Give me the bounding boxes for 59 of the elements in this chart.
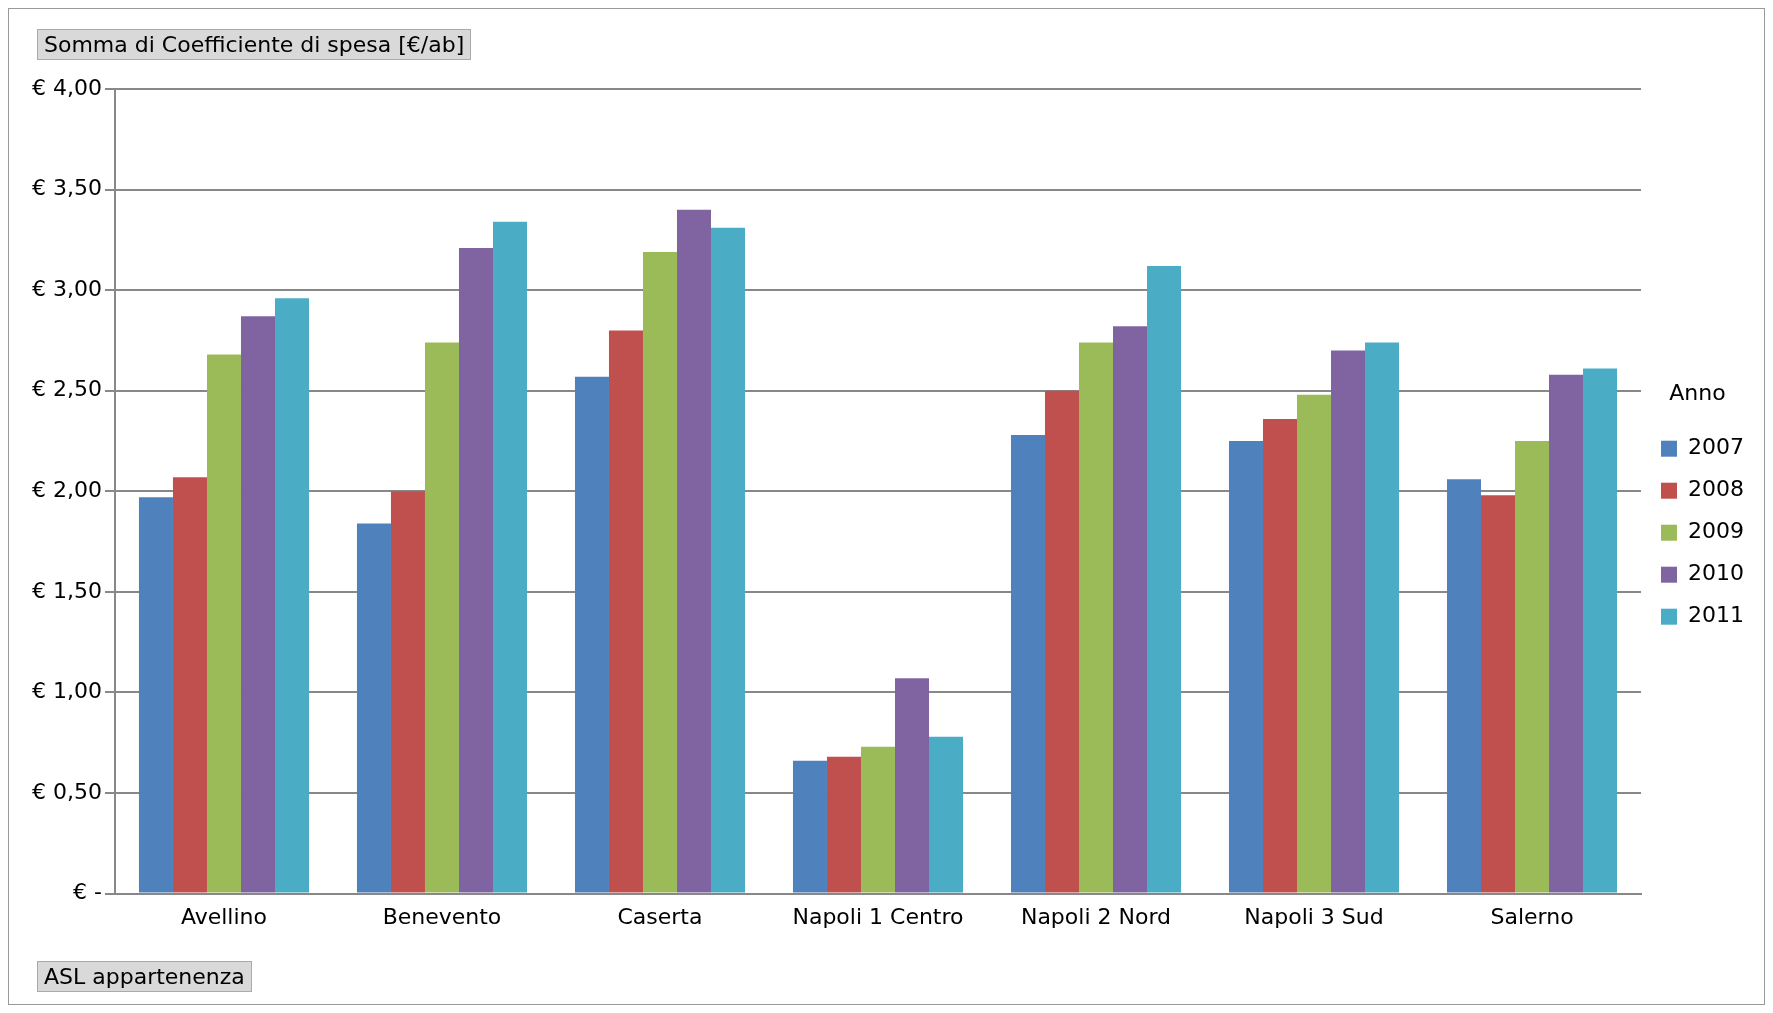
- legend-title: Anno: [1669, 380, 1726, 406]
- bar: [676, 209, 711, 893]
- legend-label: 2009: [1688, 518, 1745, 544]
- legend-label: 2011: [1688, 602, 1745, 628]
- bar: [1228, 441, 1263, 893]
- bar: [274, 298, 309, 893]
- x-tick-label: Napoli 1 Centro: [792, 903, 964, 929]
- bar: [1446, 479, 1481, 893]
- chart-title: Somma di Coefficiente di spesa [€/ab]: [37, 29, 472, 60]
- bar: [1078, 342, 1113, 893]
- bar: [1365, 342, 1400, 893]
- bar: [1481, 495, 1516, 893]
- bar: [1147, 266, 1182, 893]
- x-tick-label: Avellino: [180, 903, 268, 929]
- bar: [206, 354, 241, 893]
- x-tick-label: Benevento: [382, 903, 502, 929]
- legend-label: 2010: [1688, 560, 1745, 586]
- x-tick-label: Caserta: [617, 903, 703, 929]
- bar: [493, 221, 528, 893]
- bar: [826, 756, 861, 893]
- y-tick-label: € 1,00: [31, 678, 102, 704]
- bar: [356, 523, 391, 893]
- y-tick-label: € 2,50: [31, 376, 102, 402]
- bar: [1262, 418, 1297, 893]
- legend-label: 2007: [1688, 434, 1745, 460]
- bar: [929, 736, 964, 893]
- bar: [1331, 350, 1366, 893]
- bar: [138, 497, 173, 893]
- bar: [1583, 368, 1618, 893]
- bar: [1044, 390, 1079, 893]
- bar: [642, 251, 677, 893]
- y-tick-label: € 4,00: [31, 74, 102, 100]
- y-tick-label: € -: [73, 879, 102, 905]
- bar: [172, 477, 207, 893]
- legend-label: 2008: [1688, 476, 1745, 502]
- y-tick-label: € 2,00: [31, 477, 102, 503]
- bar: [1515, 441, 1550, 893]
- bar: [895, 678, 930, 893]
- x-tick-label: Napoli 3 Sud: [1244, 903, 1384, 929]
- bar: [608, 330, 643, 893]
- y-tick-label: € 3,00: [31, 275, 102, 301]
- bar: [574, 376, 609, 893]
- y-tick-label: € 3,50: [31, 175, 102, 201]
- bar: [860, 746, 895, 893]
- x-axis-title: ASL appartenenza: [37, 961, 252, 992]
- bar: [390, 491, 425, 893]
- bar: [424, 342, 459, 893]
- x-tick-label: Napoli 2 Nord: [1020, 903, 1172, 929]
- x-tick-label: Salerno: [1490, 903, 1574, 929]
- y-tick-label: € 1,50: [31, 577, 102, 603]
- bar: [240, 316, 275, 893]
- bar: [458, 247, 493, 893]
- bar: [1010, 434, 1045, 893]
- bar: [1549, 374, 1584, 893]
- bar: [1113, 326, 1148, 893]
- y-tick-label: € 0,50: [31, 778, 102, 804]
- bar: [792, 760, 827, 893]
- bar: [711, 227, 746, 893]
- bar: [1297, 394, 1332, 893]
